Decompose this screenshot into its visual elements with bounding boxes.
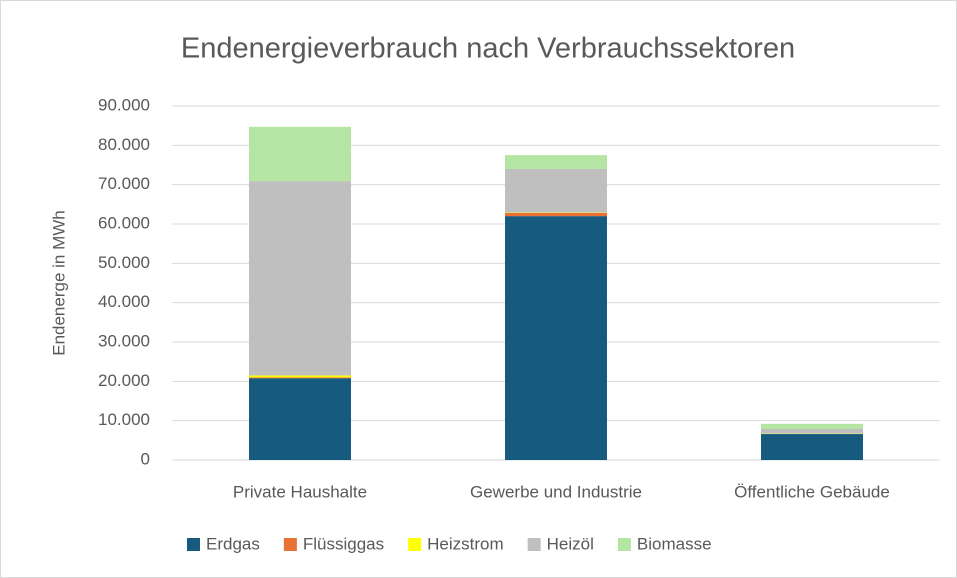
bar-segment xyxy=(249,377,351,379)
bar-segment xyxy=(249,126,351,182)
bar-segment xyxy=(505,168,607,213)
y-tick-label: 0 xyxy=(141,449,150,468)
bar-segment xyxy=(505,216,607,460)
bar-segment xyxy=(249,378,351,460)
legend-label: Erdgas xyxy=(206,534,260,553)
y-tick-label: 40.000 xyxy=(98,292,150,311)
bar-segment xyxy=(505,212,607,217)
y-tick-label: 70.000 xyxy=(98,174,150,193)
legend-swatch xyxy=(527,538,541,551)
bar-segment xyxy=(505,155,607,169)
y-tick-label: 50.000 xyxy=(98,253,150,272)
bar-segment xyxy=(761,428,863,434)
bar-segment xyxy=(761,434,863,460)
x-tick-label: Gewerbe und Industrie xyxy=(470,482,642,501)
y-tick-label: 30.000 xyxy=(98,331,150,350)
legend-label: Flüssiggas xyxy=(303,534,384,553)
bar-segment xyxy=(249,375,351,378)
chart-title: Endenergieverbrauch nach Verbrauchssekto… xyxy=(181,33,795,65)
legend-swatch xyxy=(187,538,200,551)
legend-swatch xyxy=(617,538,631,551)
y-tick-label: 80.000 xyxy=(98,135,150,154)
bar-segment xyxy=(761,423,863,429)
y-axis-label: Endenerge in MWh xyxy=(49,210,68,356)
legend-label: Biomasse xyxy=(637,534,712,553)
legend-swatch xyxy=(283,538,297,551)
y-tick-label: 60.000 xyxy=(98,213,150,232)
y-tick-label: 10.000 xyxy=(98,410,150,429)
x-tick-label: Öffentliche Gebäude xyxy=(734,482,890,501)
legend-label: Heizöl xyxy=(547,534,594,553)
legend-label: Heizstrom xyxy=(427,534,504,553)
legend-swatch xyxy=(408,538,422,551)
y-tick-label: 20.000 xyxy=(98,371,150,390)
x-tick-label: Private Haushalte xyxy=(233,482,367,501)
bar-segment xyxy=(249,181,351,376)
y-tick-label: 90.000 xyxy=(98,95,150,114)
